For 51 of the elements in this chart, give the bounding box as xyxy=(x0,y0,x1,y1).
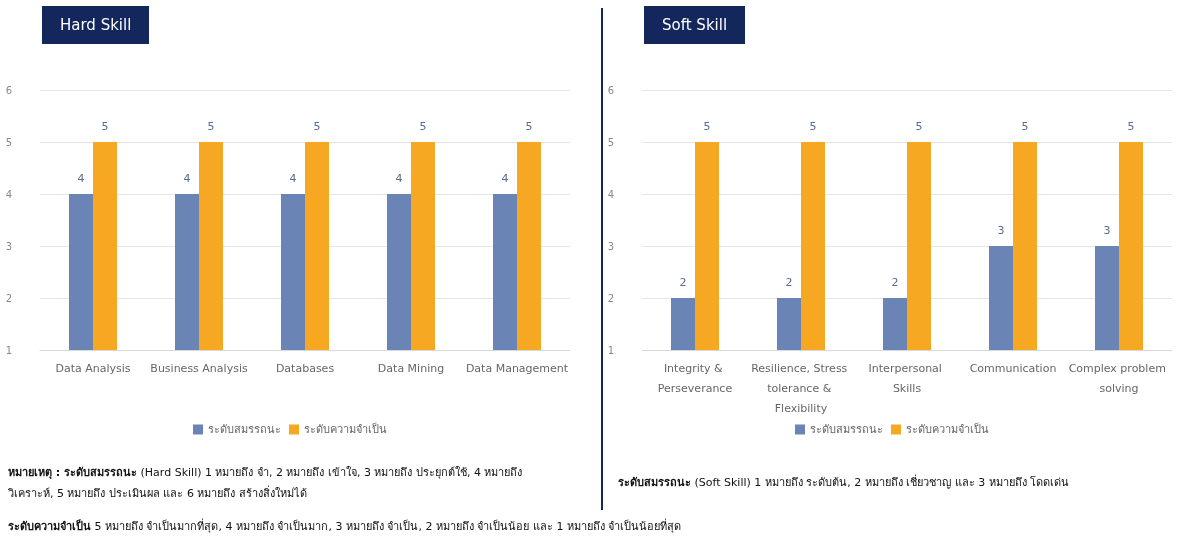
data-label: 2 xyxy=(891,276,899,289)
legend-label: ระดับความจำเป็น xyxy=(906,422,989,436)
data-label: 5 xyxy=(915,120,923,133)
x-tick-label: Databases xyxy=(275,361,335,375)
x-tick-label: Integrity & Perseverance xyxy=(657,361,733,395)
data-label: 4 xyxy=(183,172,191,185)
data-label: 5 xyxy=(703,120,711,133)
data-label: 5 xyxy=(207,120,215,133)
legend-label: ระดับสมรรถนะ xyxy=(208,423,281,436)
data-label: 5 xyxy=(809,120,817,133)
y-tick-label: 3 xyxy=(607,240,614,252)
data-label: 4 xyxy=(289,172,297,185)
x-tick-label: Data Analysis xyxy=(55,361,131,375)
y-tick-label: 4 xyxy=(607,188,614,200)
x-tick-label: Interpersonal Skills xyxy=(868,361,946,395)
data-label: 5 xyxy=(1127,120,1135,133)
y-tick-label: 6 xyxy=(5,84,12,96)
data-label: 5 xyxy=(1021,120,1029,133)
y-tick-label: 1 xyxy=(607,344,614,356)
y-tick-label: 2 xyxy=(5,292,12,304)
chart-title: Soft Skill xyxy=(644,6,746,44)
data-label: 5 xyxy=(313,120,321,133)
y-tick-label: 4 xyxy=(5,188,12,200)
data-label: 5 xyxy=(419,120,427,133)
y-tick-label: 2 xyxy=(607,292,614,304)
x-tick-label: Resilience, Stress tolerance & Flexibility xyxy=(751,361,851,415)
data-label: 3 xyxy=(997,224,1005,237)
data-label: 5 xyxy=(101,120,109,133)
chart-title: Hard Skill xyxy=(42,6,150,44)
data-label: 4 xyxy=(501,172,509,185)
legend-label: ระดับความจำเป็น xyxy=(304,422,387,436)
data-label: 5 xyxy=(525,120,533,133)
y-tick-label: 5 xyxy=(607,136,614,148)
y-tick-label: 1 xyxy=(5,344,12,356)
y-tick-label: 3 xyxy=(5,240,12,252)
data-label: 4 xyxy=(395,172,403,185)
data-label: 3 xyxy=(1103,224,1111,237)
data-label: 2 xyxy=(785,276,793,289)
y-tick-label: 6 xyxy=(607,84,614,96)
text: ระดับสมรรถนะ (Soft Skill) 1 หมายถึง ระดับต้น, 2 หมายถึง เชี่ยวชาญ และ 3 หมายถึง โดดเด่น xyxy=(618,473,1071,491)
text: หมายเหตุ : ระดับสมรรถนะ (Hard Skill) 1 หมายถึง จำ, 2 หมายถึง เข้าใจ, 3 หมายถึง ประยุกต์ใช้, 4 หมายถึง วิเคราะห์, 5 หมายถึง ประเมินผล และ 6 หมายถึง สร้างสิ่งใหม่ได้ xyxy=(8,465,524,502)
data-label: 4 xyxy=(77,172,85,185)
x-tick-label: Complex problem solving xyxy=(1068,361,1170,395)
x-tick-label: Business Analysis xyxy=(150,361,248,375)
x-tick-label: Data Management xyxy=(465,361,569,375)
y-tick-label: 5 xyxy=(5,136,12,148)
text: ระดับความจำเป็น 5 หมายถึง จำเป็นมากที่สุด, 4 หมายถึง จำเป็นมาก, 3 หมายถึง จำเป็น, 2 หมายถึง จำเป็นน้อย และ 1 หมายถึง จำเป็นน้อยที่สุด xyxy=(8,517,683,535)
x-tick-label: Data Mining xyxy=(377,361,445,375)
x-tick-label: Communication xyxy=(969,361,1057,375)
legend-label: ระดับสมรรถนะ xyxy=(810,423,883,436)
data-label: 2 xyxy=(679,276,687,289)
